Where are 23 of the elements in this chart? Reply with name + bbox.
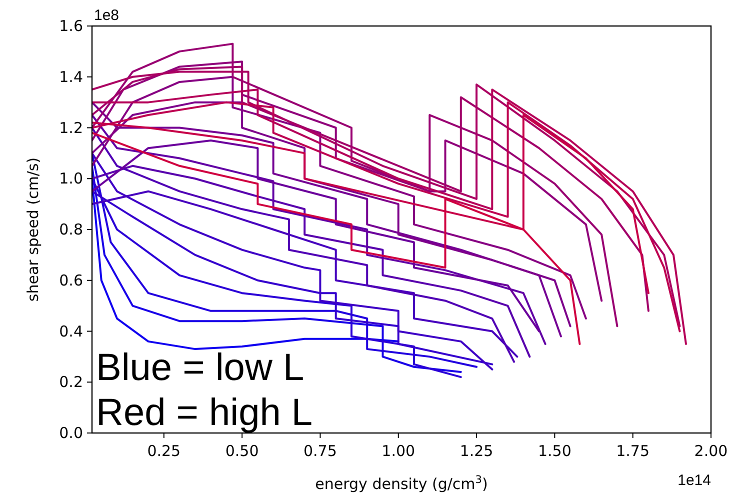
y-axis-title: shear speed (cm/s)	[24, 157, 42, 302]
x-tick-label: 1.50	[538, 442, 572, 460]
y-tick-label: 0.8	[59, 220, 83, 238]
x-tick-label: 1.75	[616, 442, 650, 460]
annotation: Red = high L	[96, 392, 313, 434]
y-tick-label: 0.0	[59, 424, 83, 442]
x-tick-label: 1.00	[382, 442, 416, 460]
x-tick-label: 2.00	[694, 442, 728, 460]
text: 1e14	[678, 472, 711, 489]
text: 1e8	[94, 7, 120, 24]
annotation: Blue = low L	[96, 347, 304, 389]
x-tick-label: 1.25	[460, 442, 494, 460]
y-tick-label: 0.2	[59, 373, 83, 392]
y-tick-label: 1.0	[59, 170, 83, 188]
x-axis-title: energy density (g/cm$^{3}$)	[315, 474, 488, 493]
x-tick-label: 0.25	[147, 442, 181, 460]
y-tick-label: 1.4	[59, 68, 83, 86]
x-tick-label: 0.50	[225, 442, 259, 460]
y-tick-label: 1.2	[59, 118, 83, 137]
y-tick-label: 0.4	[59, 322, 83, 340]
y-tick-label: 1.6	[59, 17, 83, 35]
y-tick-label: 0.6	[59, 271, 83, 290]
x-tick-label: 0.75	[304, 442, 337, 460]
